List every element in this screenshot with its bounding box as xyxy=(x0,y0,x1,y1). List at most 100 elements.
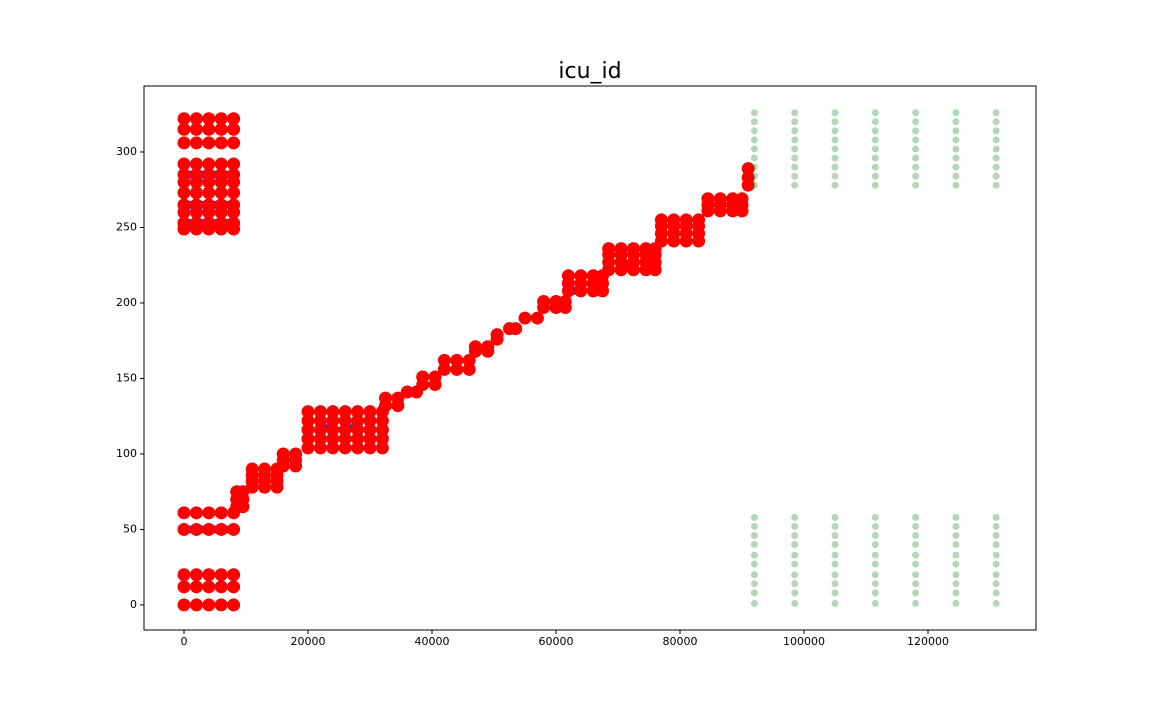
point xyxy=(871,172,879,180)
point xyxy=(214,198,228,212)
point xyxy=(871,118,879,126)
point xyxy=(214,157,228,171)
point xyxy=(177,112,191,126)
point xyxy=(912,599,920,607)
point xyxy=(177,568,191,582)
point xyxy=(177,136,191,150)
point xyxy=(791,522,799,530)
point xyxy=(375,432,389,446)
point xyxy=(791,181,799,189)
point xyxy=(952,109,960,117)
point xyxy=(558,294,572,308)
point xyxy=(202,186,216,200)
point xyxy=(639,242,653,256)
point xyxy=(912,181,920,189)
point xyxy=(871,522,879,530)
point xyxy=(713,192,727,206)
point xyxy=(831,580,839,588)
point xyxy=(189,522,203,536)
point xyxy=(338,432,352,446)
point xyxy=(992,154,1000,162)
point xyxy=(871,571,879,579)
point xyxy=(750,163,758,171)
point xyxy=(227,112,241,126)
point xyxy=(400,385,414,399)
point xyxy=(791,145,799,153)
point xyxy=(992,560,1000,568)
point xyxy=(227,216,241,230)
x-tick-label: 100000 xyxy=(783,635,825,648)
point xyxy=(227,122,241,136)
point xyxy=(227,186,241,200)
point xyxy=(871,154,879,162)
point xyxy=(831,163,839,171)
point xyxy=(509,322,523,336)
point xyxy=(537,294,551,308)
point xyxy=(831,172,839,180)
point xyxy=(177,198,191,212)
point xyxy=(791,513,799,521)
point xyxy=(363,414,377,428)
point xyxy=(468,340,482,354)
point xyxy=(177,522,191,536)
point xyxy=(227,598,241,612)
point xyxy=(992,181,1000,189)
point xyxy=(202,157,216,171)
point xyxy=(912,513,920,521)
point xyxy=(416,370,430,384)
point xyxy=(871,513,879,521)
point xyxy=(189,198,203,212)
point xyxy=(614,242,628,256)
point xyxy=(301,405,315,419)
point xyxy=(189,168,203,182)
point xyxy=(831,127,839,135)
x-tick-label: 80000 xyxy=(663,635,698,648)
point xyxy=(871,181,879,189)
point xyxy=(227,522,241,536)
point xyxy=(750,589,758,597)
point xyxy=(952,541,960,549)
point xyxy=(791,163,799,171)
point xyxy=(791,109,799,117)
point xyxy=(189,598,203,612)
point xyxy=(831,531,839,539)
point xyxy=(831,154,839,162)
point xyxy=(202,568,216,582)
point xyxy=(952,551,960,559)
x-tick-label: 40000 xyxy=(415,635,450,648)
point xyxy=(202,506,216,520)
y-tick-label: 250 xyxy=(116,220,137,233)
point xyxy=(952,163,960,171)
point xyxy=(912,531,920,539)
point xyxy=(871,531,879,539)
point xyxy=(750,541,758,549)
point xyxy=(750,513,758,521)
point xyxy=(258,462,272,476)
point xyxy=(871,589,879,597)
point xyxy=(437,353,451,367)
point xyxy=(831,118,839,126)
point xyxy=(313,414,327,428)
point xyxy=(351,423,365,437)
x-tick-label: 0 xyxy=(181,635,188,648)
point xyxy=(326,432,340,446)
point xyxy=(202,122,216,136)
point xyxy=(912,145,920,153)
point xyxy=(490,328,504,342)
point xyxy=(692,213,706,227)
point xyxy=(871,109,879,117)
point xyxy=(992,551,1000,559)
chart-title: icu_id xyxy=(558,59,621,84)
point xyxy=(177,598,191,612)
point xyxy=(202,598,216,612)
point xyxy=(227,580,241,594)
point xyxy=(726,192,740,206)
point xyxy=(791,589,799,597)
point xyxy=(735,192,749,206)
point xyxy=(791,541,799,549)
point xyxy=(831,522,839,530)
point xyxy=(202,168,216,182)
point xyxy=(912,522,920,530)
point xyxy=(189,122,203,136)
